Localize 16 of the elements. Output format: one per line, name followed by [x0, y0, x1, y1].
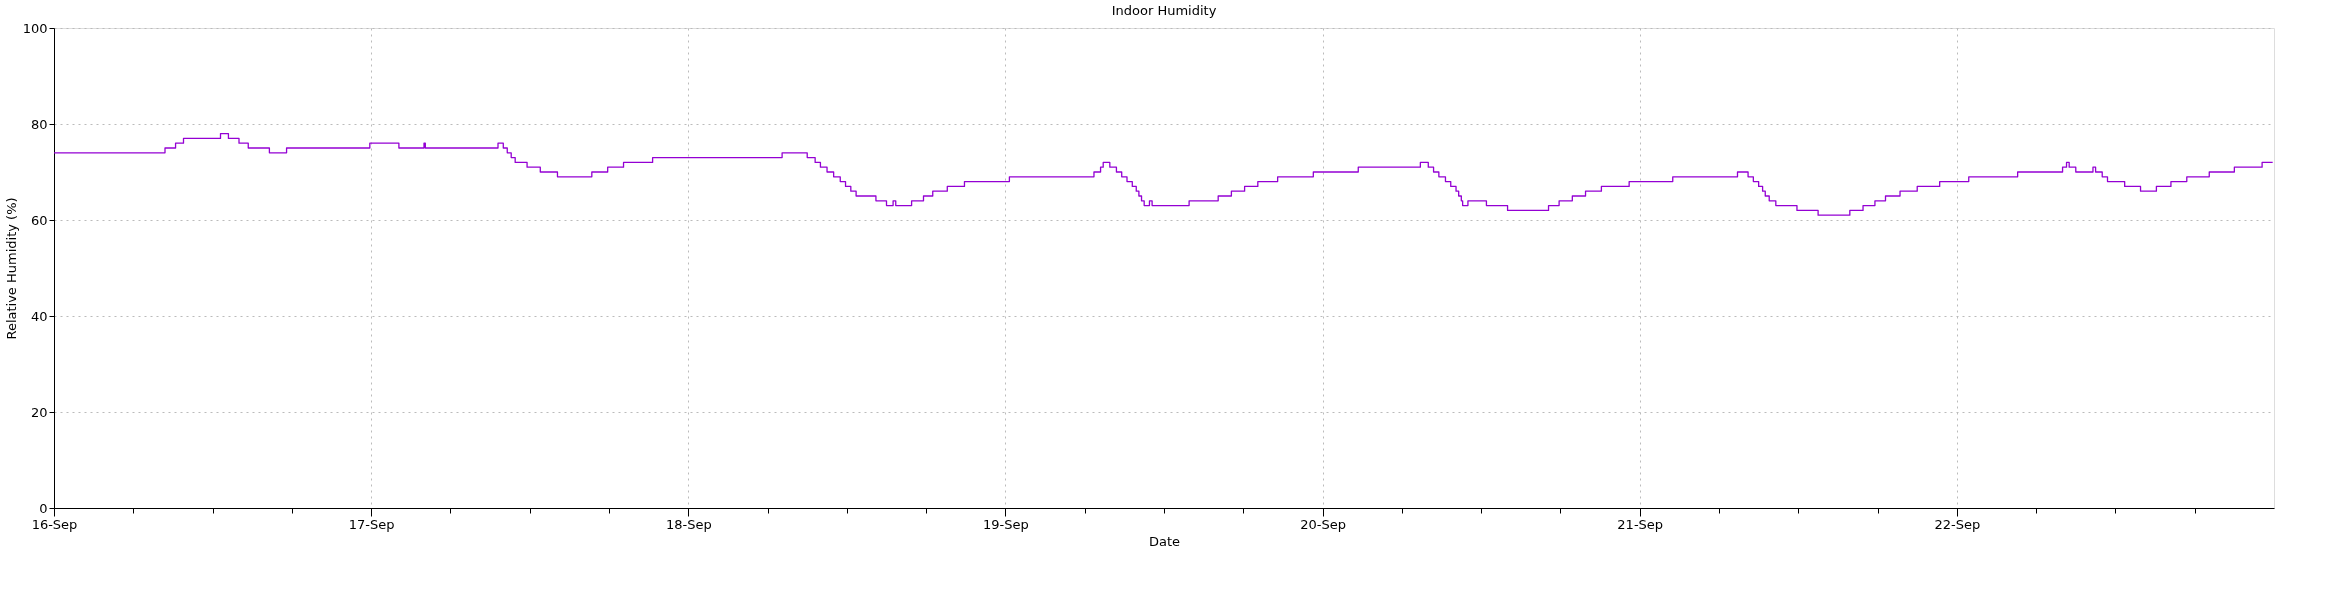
y-tick-label: 60: [30, 212, 48, 228]
y-tick-label: 100: [22, 20, 48, 36]
x-tick-label: 22-Sep: [1934, 516, 1981, 532]
x-tick-label: 16-Sep: [31, 516, 78, 532]
y-tick-label: 0: [39, 500, 48, 516]
x-tick-label: 21-Sep: [1617, 516, 1664, 532]
x-tick-label: 20-Sep: [1300, 516, 1346, 532]
y-tick-label: 20: [30, 404, 48, 420]
x-axis-title: Date: [1148, 533, 1181, 549]
x-tick-label: 19-Sep: [983, 516, 1029, 532]
y-tick-label: 80: [30, 116, 48, 132]
x-tick-label: 18-Sep: [665, 516, 712, 532]
y-tick-label: 40: [30, 308, 48, 324]
chart-title: Indoor Humidity: [1111, 3, 1217, 18]
y-axis-title: Relative Humidity (%): [3, 197, 19, 340]
x-tick-label: 17-Sep: [348, 516, 395, 532]
